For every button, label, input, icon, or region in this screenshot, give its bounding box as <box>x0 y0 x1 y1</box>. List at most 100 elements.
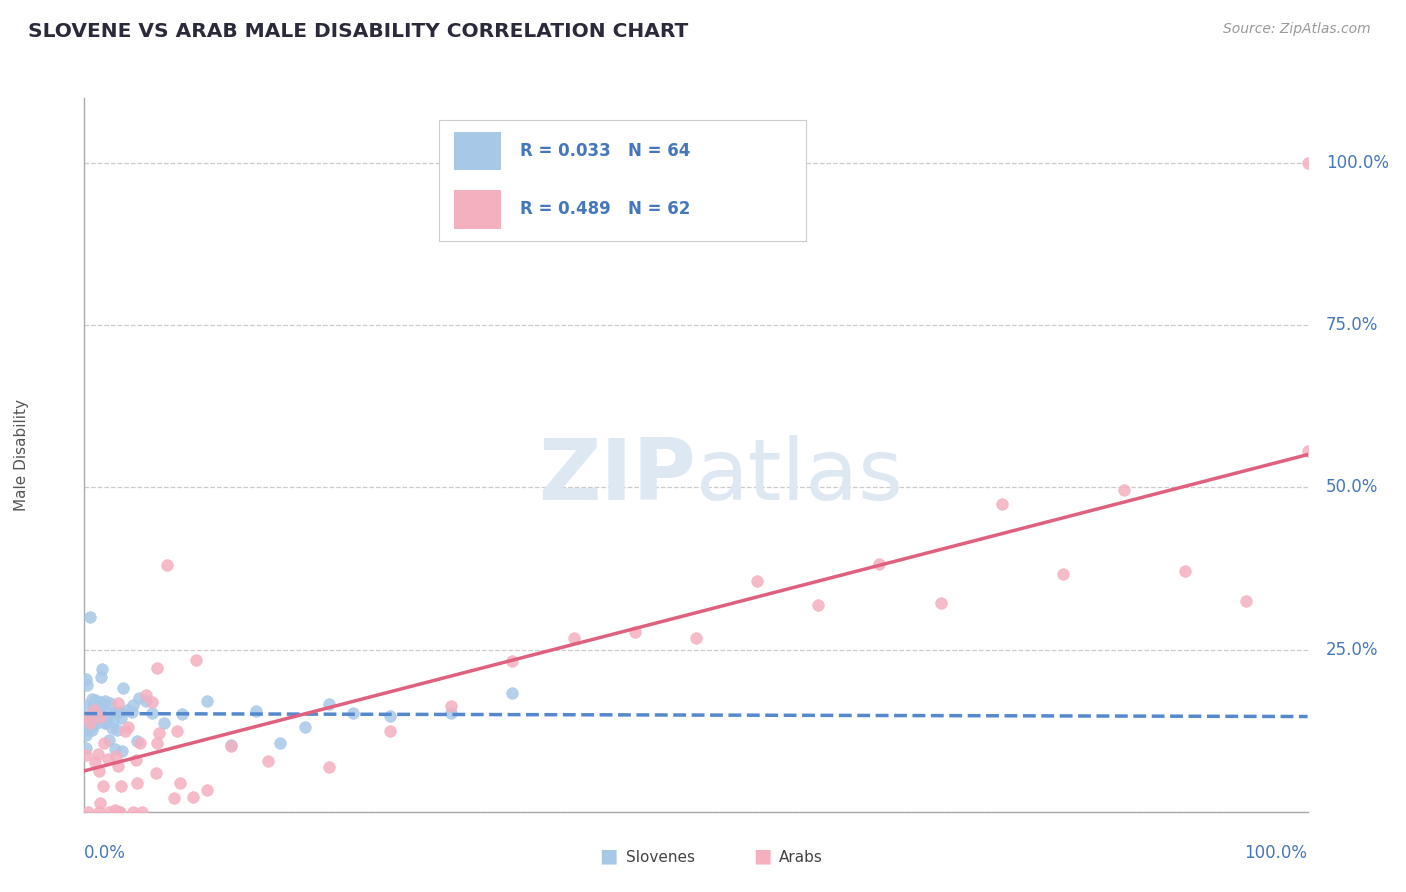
Point <box>89 796 111 810</box>
Point <box>89 695 111 709</box>
Point <box>117 720 139 734</box>
Point <box>624 624 647 639</box>
Point <box>129 736 152 750</box>
Point <box>90 670 112 684</box>
Point <box>1296 443 1319 458</box>
Text: SLOVENE VS ARAB MALE DISABILITY CORRELATION CHART: SLOVENE VS ARAB MALE DISABILITY CORRELAT… <box>28 22 689 41</box>
Point <box>107 759 129 773</box>
Point <box>110 705 132 719</box>
Point <box>97 805 120 819</box>
Point <box>156 558 179 573</box>
Point <box>77 711 100 725</box>
Point <box>122 698 145 712</box>
Point <box>97 752 120 766</box>
Point <box>76 805 98 819</box>
Point <box>105 723 128 737</box>
Point <box>87 747 110 761</box>
Point <box>195 783 218 797</box>
Point <box>440 706 463 720</box>
Point <box>96 714 118 728</box>
Text: 100.0%: 100.0% <box>1244 844 1308 862</box>
Text: 75.0%: 75.0% <box>1326 316 1378 334</box>
Point <box>125 754 148 768</box>
Point <box>75 740 97 755</box>
Point <box>141 695 163 709</box>
Point <box>107 697 129 711</box>
Point <box>747 574 769 588</box>
Point <box>80 692 103 706</box>
Point <box>115 703 138 717</box>
Point <box>93 736 115 750</box>
Point <box>135 688 157 702</box>
Point <box>184 653 207 667</box>
Point <box>145 765 167 780</box>
Point <box>80 718 103 732</box>
Point <box>195 694 218 708</box>
Point <box>82 700 104 714</box>
Point <box>111 744 134 758</box>
Point <box>75 699 97 714</box>
Point <box>146 736 169 750</box>
Point <box>869 557 891 571</box>
Point <box>77 723 100 737</box>
Point <box>94 714 117 728</box>
Point <box>77 711 100 725</box>
Point <box>110 711 132 725</box>
Point <box>172 706 194 721</box>
Point <box>181 789 204 804</box>
Point <box>91 779 114 793</box>
Point <box>145 661 167 675</box>
Point <box>108 805 131 819</box>
Point <box>89 709 111 723</box>
Point <box>121 706 143 720</box>
Point <box>75 710 97 724</box>
Point <box>75 747 97 762</box>
Point <box>318 697 340 711</box>
Point <box>501 654 523 668</box>
Point <box>125 733 148 747</box>
Point <box>219 739 242 753</box>
Point <box>104 803 127 817</box>
Point <box>163 790 186 805</box>
Point <box>991 497 1014 511</box>
Text: ■: ■ <box>599 847 619 865</box>
Point <box>257 754 280 768</box>
Point <box>83 756 105 770</box>
Text: 25.0%: 25.0% <box>1326 640 1378 658</box>
Point <box>86 716 108 731</box>
Point <box>79 610 101 624</box>
Text: Arabs: Arabs <box>779 850 823 865</box>
Point <box>90 662 112 676</box>
Point <box>86 712 108 726</box>
Point <box>440 699 463 714</box>
Point <box>148 726 170 740</box>
Text: 100.0%: 100.0% <box>1326 154 1389 172</box>
Point <box>104 742 127 756</box>
Point <box>77 719 100 733</box>
Point <box>75 714 97 728</box>
Text: ■: ■ <box>752 847 772 865</box>
Text: Source: ZipAtlas.com: Source: ZipAtlas.com <box>1223 22 1371 37</box>
Point <box>108 805 131 819</box>
Point <box>76 678 98 692</box>
Point <box>122 805 145 819</box>
Point <box>1052 567 1074 582</box>
Text: Slovenes: Slovenes <box>626 850 695 865</box>
Point <box>1174 564 1197 578</box>
Point <box>153 716 176 731</box>
Point <box>94 716 117 731</box>
Point <box>501 685 523 699</box>
Point <box>104 705 127 719</box>
Point <box>1296 156 1319 170</box>
Point <box>141 706 163 720</box>
Point <box>89 701 111 715</box>
Text: 50.0%: 50.0% <box>1326 478 1378 496</box>
Point <box>807 599 830 613</box>
Text: Male Disability: Male Disability <box>14 399 30 511</box>
Point <box>101 721 124 735</box>
Point <box>87 805 110 819</box>
Point <box>75 727 97 741</box>
Point <box>135 694 157 708</box>
Point <box>82 711 104 725</box>
Point <box>269 736 291 750</box>
